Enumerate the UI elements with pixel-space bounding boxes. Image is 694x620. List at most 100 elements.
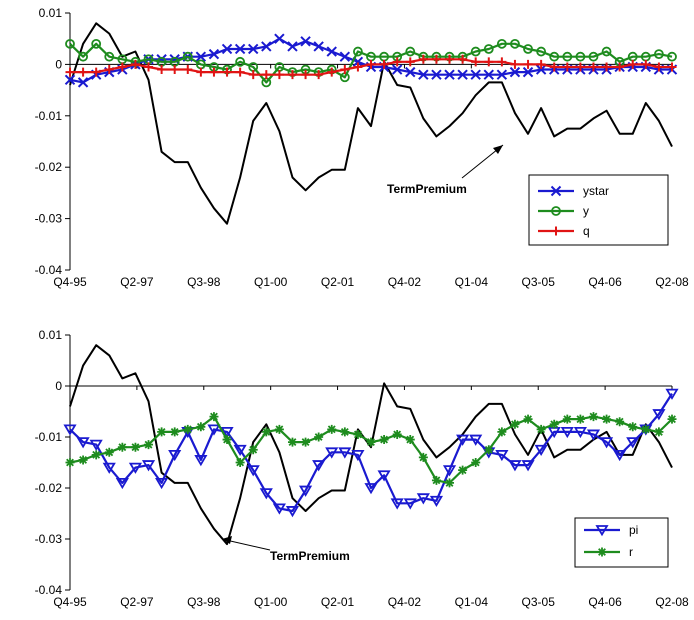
chart-1-x-tick-label: Q2-08 [655,275,689,289]
chart-2-annotation-arrowhead [222,536,232,544]
chart-1-point-ystar [234,43,246,55]
chart-1-point-q [130,59,140,69]
chart-2-annotation: TermPremium [222,536,350,563]
chart-2-point-pi [89,439,103,451]
chart-2-series-term-premium [69,344,673,546]
chart-2-point-r [209,412,219,422]
chart-2-legend-entry-r: r [584,545,633,559]
chart-1-legend-entry-y: y [538,204,589,218]
chart-1-point-q [157,65,167,75]
chart-1-point-q [261,70,271,80]
chart-2-point-r [510,419,520,429]
chart-2-point-r [274,424,284,434]
chart-2-point-r [340,427,350,437]
chart-2-point-pi [390,498,404,510]
chart-1-legend-entry-q: q [538,224,590,238]
chart-2-point-r [549,419,559,429]
chart-2-point-r [588,412,598,422]
chart-2-series [63,344,679,546]
chart-1-point-q [536,59,546,69]
chart-2-point-r [91,450,101,460]
chart-1-x-tick-label: Q2-97 [120,275,154,289]
chart-1-point-q [392,57,402,67]
chart-1-point-q [510,59,520,69]
chart-2-point-r [628,422,638,432]
chart-2-point-r [301,437,311,447]
chart-1-point-ystar [457,69,468,80]
chart-2-x-tick-label: Q3-05 [522,595,556,609]
chart-1-point-y [654,49,664,60]
chart-2-point-r [392,429,402,439]
chart-1-point-q [170,65,180,75]
chart-1-point-ystar [195,51,207,62]
chart-2-point-r [196,422,206,432]
chart-1-point-ystar [300,36,311,47]
chart-2-point-r [562,414,572,424]
chart-1-point-q [523,59,533,69]
chart-1-x-tick-label: Q3-05 [522,275,556,289]
chart-2-x-tick-label: Q1-04 [455,595,489,609]
chart-1-y-tick-label: 0.01 [39,6,63,20]
chart-1-point-q [471,57,481,67]
chart-1-point-y [601,46,612,57]
legend-marker [551,226,561,236]
chart-2-point-pi [155,477,169,490]
chart-2-point-pi [534,444,548,457]
chart-1-series-term-premium [69,22,673,225]
chart-2-y-tick-label: 0.01 [39,328,63,342]
chart-1-point-ystar [274,33,285,44]
chart-1-point-y [496,38,507,49]
legend-marker [550,185,562,197]
chart-1-series-q [65,54,677,80]
chart-1-y-tick-label: -0.04 [35,263,63,277]
chart-2-point-r [458,465,468,475]
legend-marker [595,525,609,537]
chart-2-point-pi [220,426,234,439]
chart-1-point-ystar [77,77,89,88]
chart-1-point-y [104,51,115,62]
chart-2-point-pi [312,460,326,472]
chart-2-point-pi [456,434,470,446]
chart-1-point-q [588,62,598,72]
chart-2-point-pi [665,388,679,400]
chart-1-point-y [353,46,363,57]
chart-2-point-r [222,435,232,445]
chart-1-point-ystar [418,69,429,80]
chart-2-point-pi [128,462,143,474]
chart-2-x-tick-label: Q2-01 [321,595,355,609]
chart-2-point-r [144,440,154,450]
chart-2-point-pi [469,434,483,446]
chart-1-point-ystar [509,66,521,78]
chart-2-annotation-label: TermPremium [270,549,350,563]
chart-1-x-tick-label: Q4-06 [588,275,622,289]
chart-2-point-pi [63,424,77,436]
chart-2-point-r [353,429,363,439]
chart-1-point-ystar [208,48,220,60]
chart-2-legend: pi r [574,517,669,568]
chart-1-point-y [588,51,599,62]
chart-2-point-r [117,442,127,452]
chart-2-point-pi [521,460,535,472]
chart-1-point-ystar [221,43,233,55]
chart-2-point-r [405,435,415,445]
chart-1-series [64,22,678,225]
chart-1-x-tick-label: Q4-95 [53,275,87,289]
chart-2-point-r [379,435,389,445]
chart-1-line-term-premium [69,22,673,225]
chart-2-x-tick-label: Q2-08 [655,595,689,609]
chart-2-point-r [641,424,651,434]
chart-2-point-r [366,437,376,447]
chart-2-point-pi [285,506,300,518]
chart-1-point-ystar [535,64,547,75]
chart-1-point-ystar [470,69,481,80]
chart-2-legend-box [574,517,669,568]
chart-2-point-pi [259,488,273,500]
chart-2-point-r [314,432,324,442]
chart-1-x-tick-label: Q3-98 [187,275,221,289]
chart-2-point-r [65,458,75,467]
chart-2-point-pi [573,426,587,439]
chart-2-y-tick-label: -0.01 [35,430,63,444]
